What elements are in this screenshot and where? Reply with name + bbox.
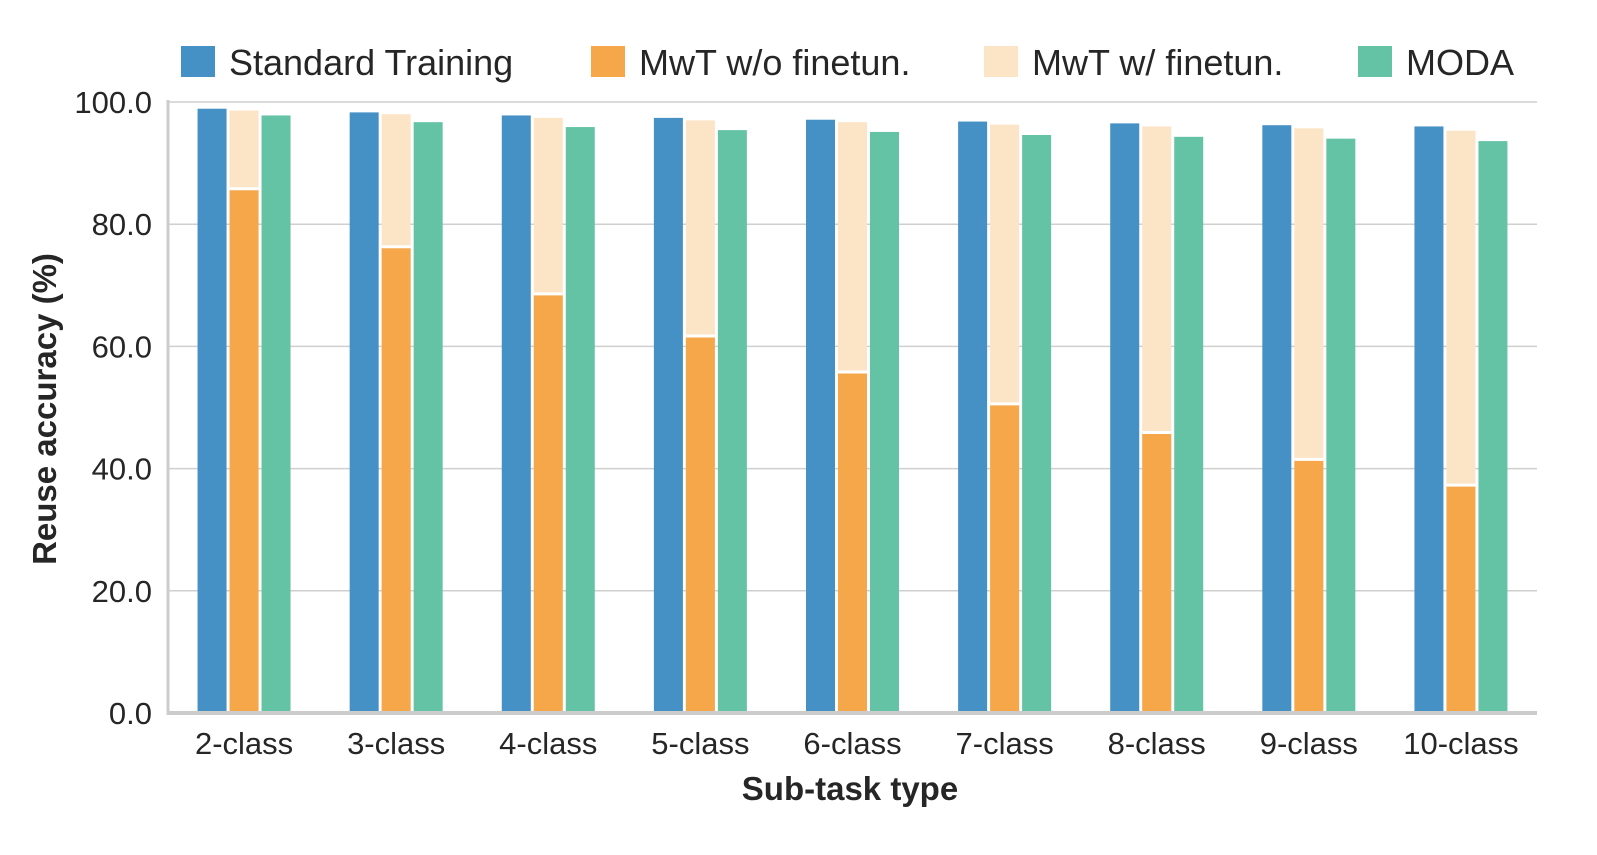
bar-moda (565, 127, 595, 713)
bar-moda (261, 115, 291, 713)
bar-standard-training (501, 115, 531, 713)
legend-label: MwT w/o finetun. (639, 42, 910, 83)
y-tick-label: 40.0 (92, 452, 152, 487)
legend-swatch (591, 46, 625, 77)
x-tick-label: 3-class (347, 726, 445, 761)
legend-label: MwT w/ finetun. (1032, 42, 1283, 83)
bar-moda (717, 130, 747, 713)
bar-mwt-without-finetuning (685, 336, 715, 713)
bar-moda (1478, 141, 1508, 713)
x-tick-label: 7-class (956, 726, 1054, 761)
bars (197, 108, 1508, 714)
bar-standard-training (197, 108, 227, 713)
legend: Standard Training MwT w/o finetun. MwT w/ … (181, 42, 1514, 83)
y-tick-label: 20.0 (92, 574, 152, 609)
legend-swatch (1358, 46, 1392, 77)
legend-swatch (984, 46, 1018, 77)
bar-standard-training (958, 121, 988, 713)
y-tick-labels: 0.0 20.0 40.0 60.0 80.0 100.0 (74, 85, 152, 731)
y-tick-label: 100.0 (74, 85, 152, 120)
bar-standard-training (1110, 123, 1140, 713)
legend-label: Standard Training (229, 42, 513, 83)
y-tick-label: 60.0 (92, 329, 152, 364)
x-tick-label: 9-class (1260, 726, 1358, 761)
bar-mwt-without-finetuning (1294, 459, 1324, 713)
x-tick-label: 10-class (1403, 726, 1518, 761)
bar-standard-training (653, 117, 683, 714)
bar-mwt-without-finetuning (381, 246, 411, 713)
bar-mwt-without-finetuning (1142, 432, 1172, 713)
x-tick-labels: 2-class 3-class 4-class 5-class 6-class 7-cla… (195, 726, 1519, 761)
legend-swatch (181, 46, 215, 77)
bar-mwt-without-finetuning (1446, 485, 1476, 713)
bar-mwt-without-finetuning (229, 188, 259, 714)
bar-standard-training (349, 112, 379, 713)
x-axis-title: Sub-task type (742, 770, 958, 807)
bar-standard-training (1262, 125, 1292, 713)
bar-moda (870, 131, 899, 714)
x-tick-label: 5-class (651, 726, 749, 761)
bar-moda (413, 122, 443, 713)
y-tick-label: 80.0 (92, 207, 152, 242)
x-tick-label: 2-class (195, 726, 293, 761)
bar-mwt-without-finetuning (838, 372, 867, 713)
bar-standard-training (806, 119, 835, 714)
bar-standard-training (1414, 126, 1444, 713)
legend-label: MODA (1406, 42, 1514, 83)
y-tick-label: 0.0 (109, 696, 152, 731)
bar-mwt-without-finetuning (990, 403, 1020, 713)
axes (166, 100, 1537, 715)
bar-moda (1326, 138, 1356, 713)
bar-moda (1022, 134, 1052, 713)
bar-moda (1174, 136, 1204, 713)
x-tick-label: 6-class (803, 726, 901, 761)
y-axis-title: Reuse accuracy (%) (26, 253, 63, 565)
x-tick-label: 8-class (1108, 726, 1206, 761)
bar-mwt-without-finetuning (533, 293, 563, 713)
x-tick-label: 4-class (499, 726, 597, 761)
